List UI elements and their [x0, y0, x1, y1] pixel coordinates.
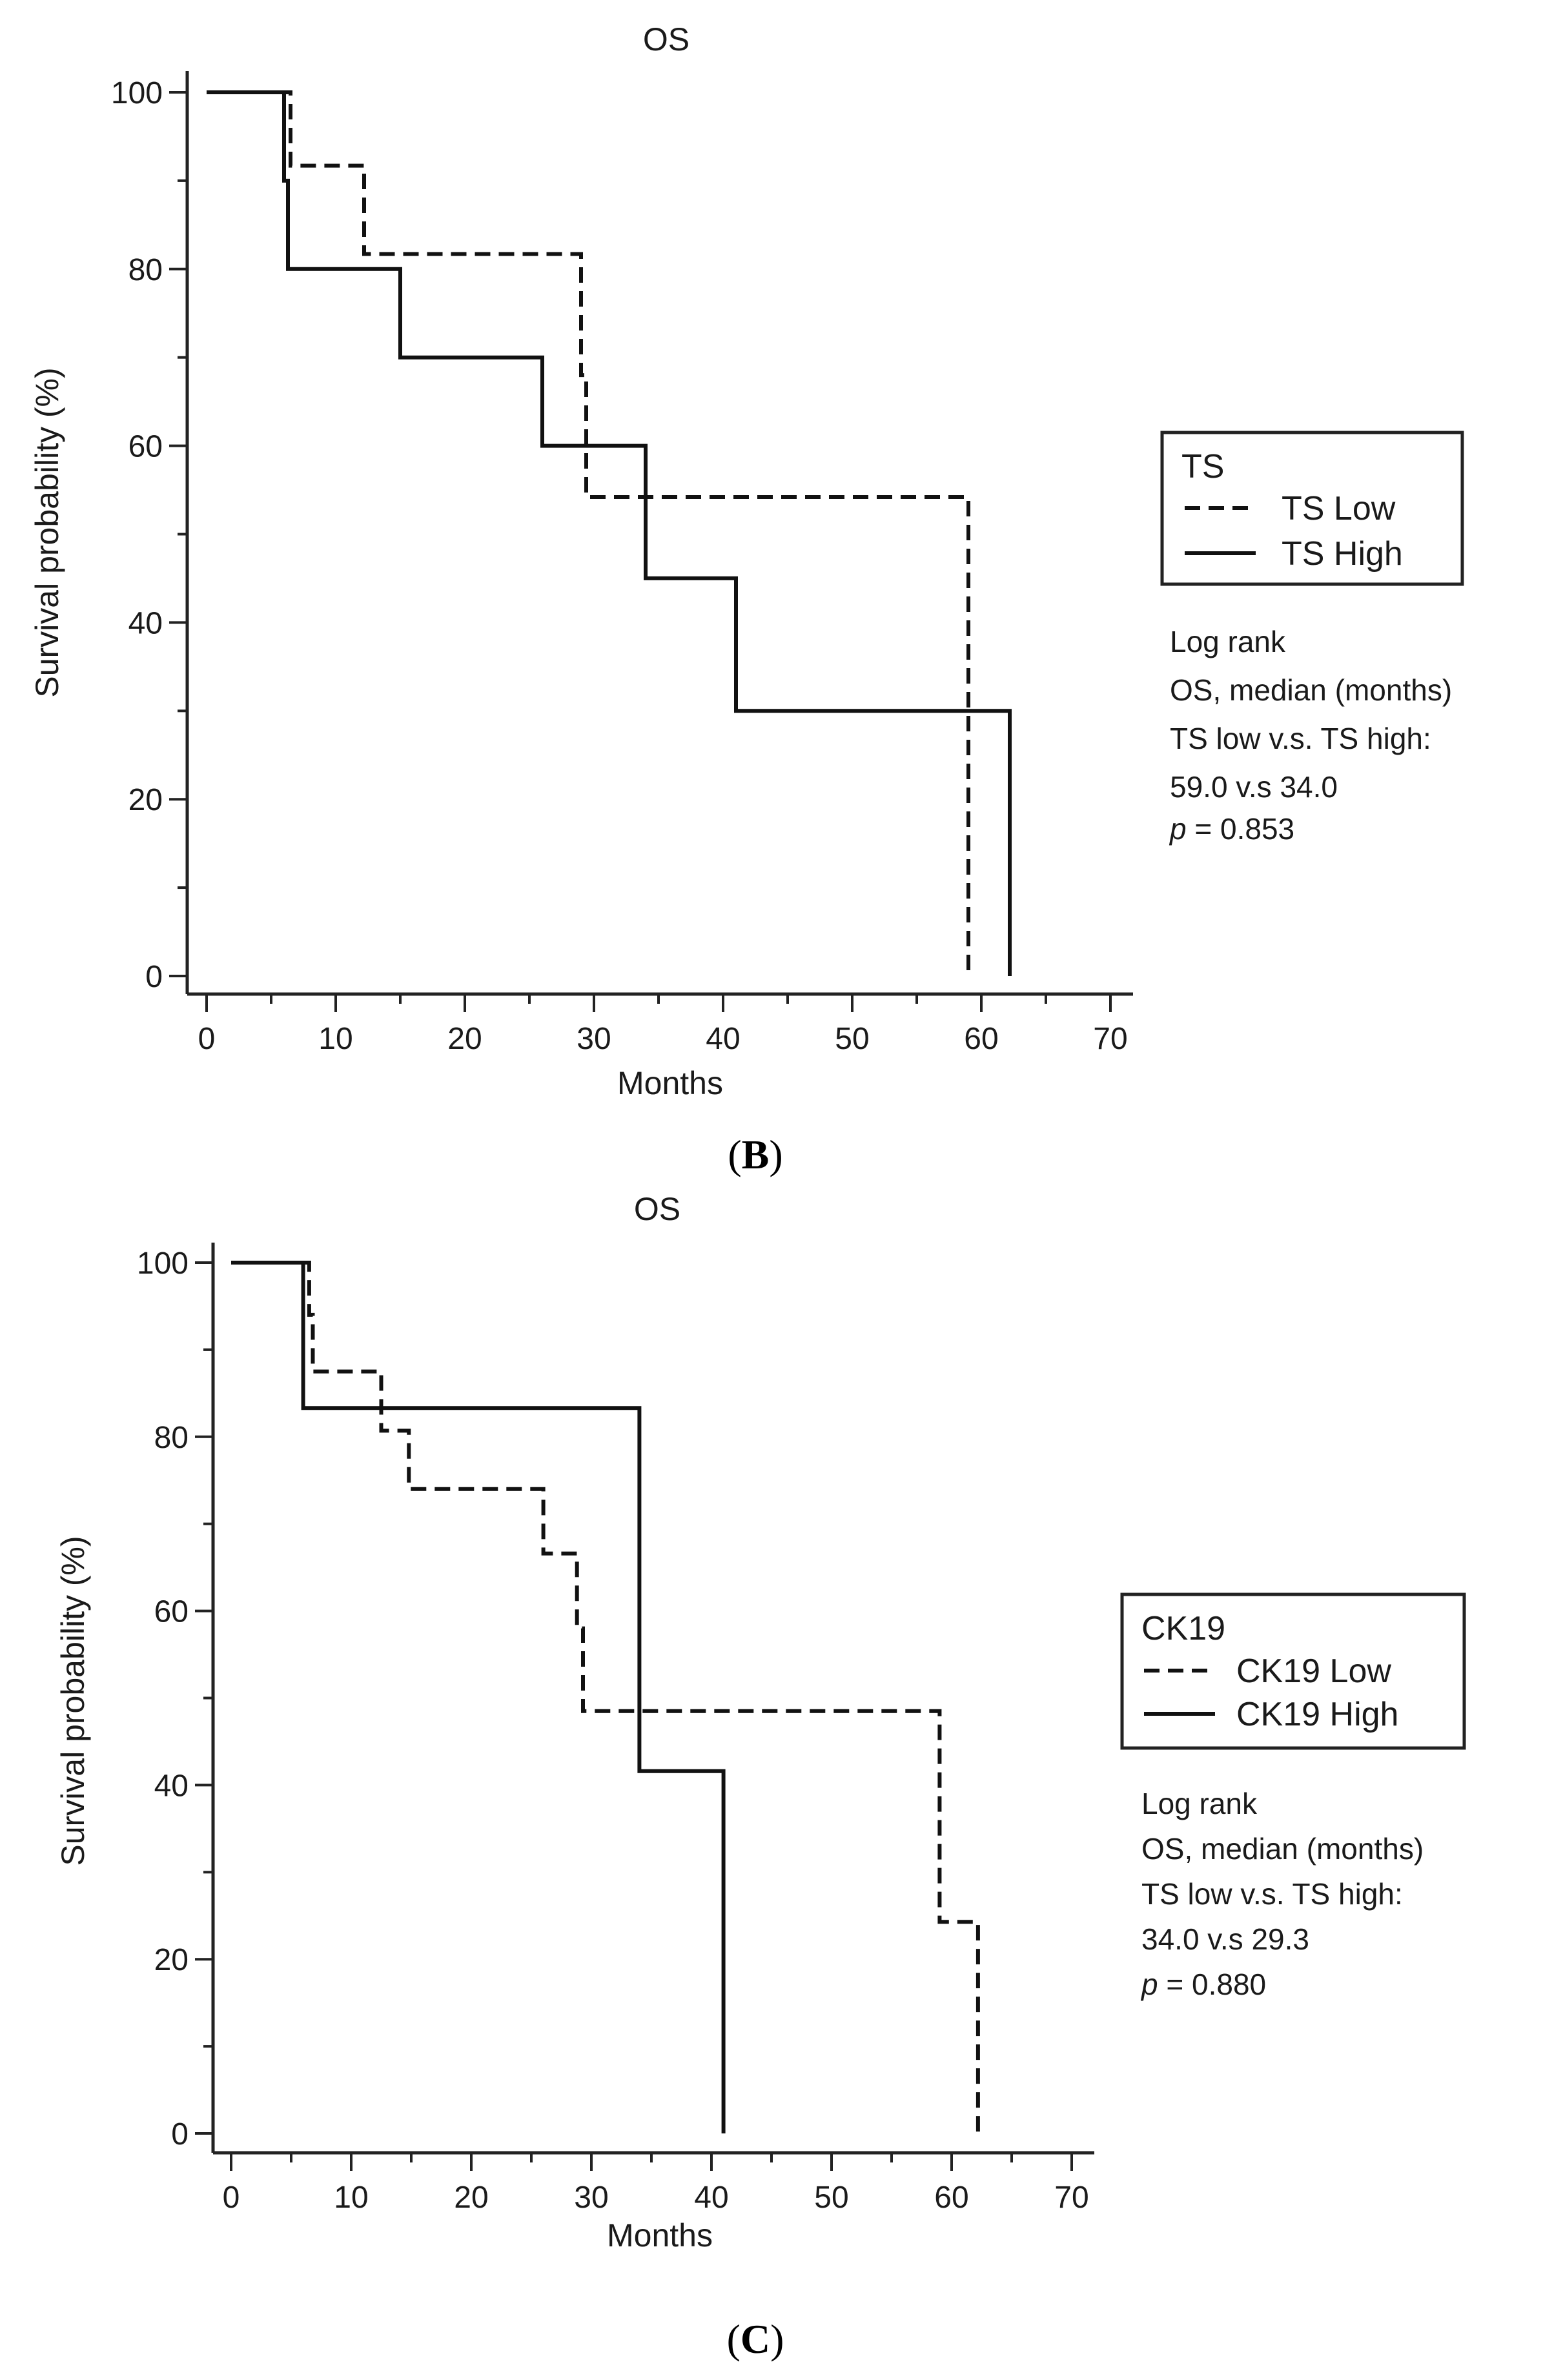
x-ticks: 0 10 20 30 40 50 60 70 [198, 994, 1128, 1056]
x-tick-label: 0 [223, 2181, 240, 2215]
x-tick-label: 30 [574, 2181, 608, 2215]
y-tick-label: 40 [128, 606, 163, 640]
annotation-line-4: 59.0 v.s 34.0 [1170, 770, 1338, 804]
x-tick-label: 60 [964, 1022, 998, 1056]
legend: CK19 CK19 Low CK19 High [1120, 1592, 1466, 1750]
x-tick-label: 30 [577, 1022, 611, 1056]
y-tick-label: 40 [154, 1769, 189, 1803]
y-axis-label: Survival probability (%) [29, 367, 65, 697]
x-tick-label: 70 [1054, 2181, 1088, 2215]
annotation-line-3: TS low v.s. TS high: [1141, 1877, 1403, 1911]
y-tick-label: 20 [154, 1943, 189, 1977]
panel-label-letter: C [741, 2316, 770, 2362]
x-tick-label: 40 [694, 2181, 728, 2215]
y-axis-label: Survival probability (%) [55, 1536, 91, 1866]
panel-label-close: ) [769, 1132, 782, 1177]
y-ticks: 0 20 40 60 80 100 [137, 1246, 213, 2151]
legend-label-ck19-high: CK19 High [1236, 1696, 1398, 1733]
x-tick-label: 20 [447, 1022, 482, 1056]
y-tick-label: 80 [154, 1421, 189, 1455]
p-value: p = 0.880 [1140, 1968, 1266, 2001]
legend-label-ts-high: TS High [1282, 535, 1403, 573]
x-ticks: 0 10 20 30 40 50 60 70 [223, 2153, 1089, 2215]
y-tick-label: 80 [128, 253, 163, 287]
annotation-line-3: TS low v.s. TS high: [1170, 722, 1431, 755]
panel-c: OS 0 20 40 60 80 100 0 10 20 30 40 50 60 70 Survival… [55, 1191, 1466, 2362]
panel-b: OS 0 20 40 60 80 100 0 10 20 30 40 50 60 70 Survival… [29, 21, 1464, 1177]
panel-label-close: ) [770, 2316, 784, 2362]
legend-label-ts-low: TS Low [1282, 490, 1396, 527]
y-tick-label: 60 [128, 430, 163, 464]
survival-curve-ck19-high [231, 1261, 726, 2133]
y-tick-label: 60 [154, 1595, 189, 1629]
y-tick-label: 100 [137, 1246, 189, 1281]
legend-title: CK19 [1141, 1610, 1225, 1647]
annotation-line-2: OS, median (months) [1170, 673, 1452, 707]
panel-label-b: (B) [728, 1132, 782, 1177]
annotation-line-2: OS, median (months) [1141, 1832, 1424, 1866]
y-tick-label: 0 [171, 2117, 189, 2151]
x-tick-label: 10 [334, 2181, 368, 2215]
survival-curve-ts-low [207, 90, 970, 976]
x-tick-label: 0 [198, 1022, 216, 1056]
legend-title: TS [1181, 448, 1224, 485]
x-axis-label: Months [617, 1065, 723, 1101]
annotation-line-1: Log rank [1141, 1787, 1258, 1820]
x-tick-label: 40 [706, 1022, 740, 1056]
panel-label-letter: B [742, 1132, 770, 1177]
x-axis-label: Months [607, 2217, 713, 2253]
y-ticks: 0 20 40 60 80 100 [111, 76, 187, 994]
chart-title: OS [634, 1191, 680, 1227]
panel-label-c: (C) [727, 2316, 784, 2362]
panel-label-open: ( [727, 2316, 741, 2362]
annotation-line-1: Log rank [1170, 625, 1286, 658]
survival-curve-ts-high [207, 90, 1012, 976]
annotation-line-4: 34.0 v.s 29.3 [1141, 1922, 1309, 1956]
p-value: p = 0.853 [1169, 812, 1294, 846]
y-tick-label: 20 [128, 783, 163, 817]
chart-title: OS [643, 21, 690, 57]
x-tick-label: 20 [454, 2181, 488, 2215]
x-tick-label: 60 [934, 2181, 968, 2215]
p-value-text: = 0.880 [1158, 1968, 1267, 2001]
legend-label-ck19-low: CK19 Low [1236, 1653, 1391, 1690]
x-tick-label: 70 [1093, 1022, 1127, 1056]
y-tick-label: 0 [145, 960, 163, 994]
p-symbol: p [1140, 1968, 1158, 2001]
p-symbol: p [1169, 812, 1187, 846]
survival-curve-ck19-low [231, 1261, 980, 2133]
p-value-text: = 0.853 [1187, 812, 1295, 846]
y-tick-label: 100 [111, 76, 163, 110]
x-tick-label: 50 [835, 1022, 869, 1056]
log-rank-annotation: Log rank OS, median (months) TS low v.s.… [1140, 1787, 1424, 2001]
x-tick-label: 50 [814, 2181, 848, 2215]
legend: TS TS Low TS High [1160, 431, 1464, 586]
x-tick-label: 10 [318, 1022, 353, 1056]
panel-label-open: ( [728, 1132, 741, 1177]
log-rank-annotation: Log rank OS, median (months) TS low v.s.… [1169, 625, 1452, 846]
